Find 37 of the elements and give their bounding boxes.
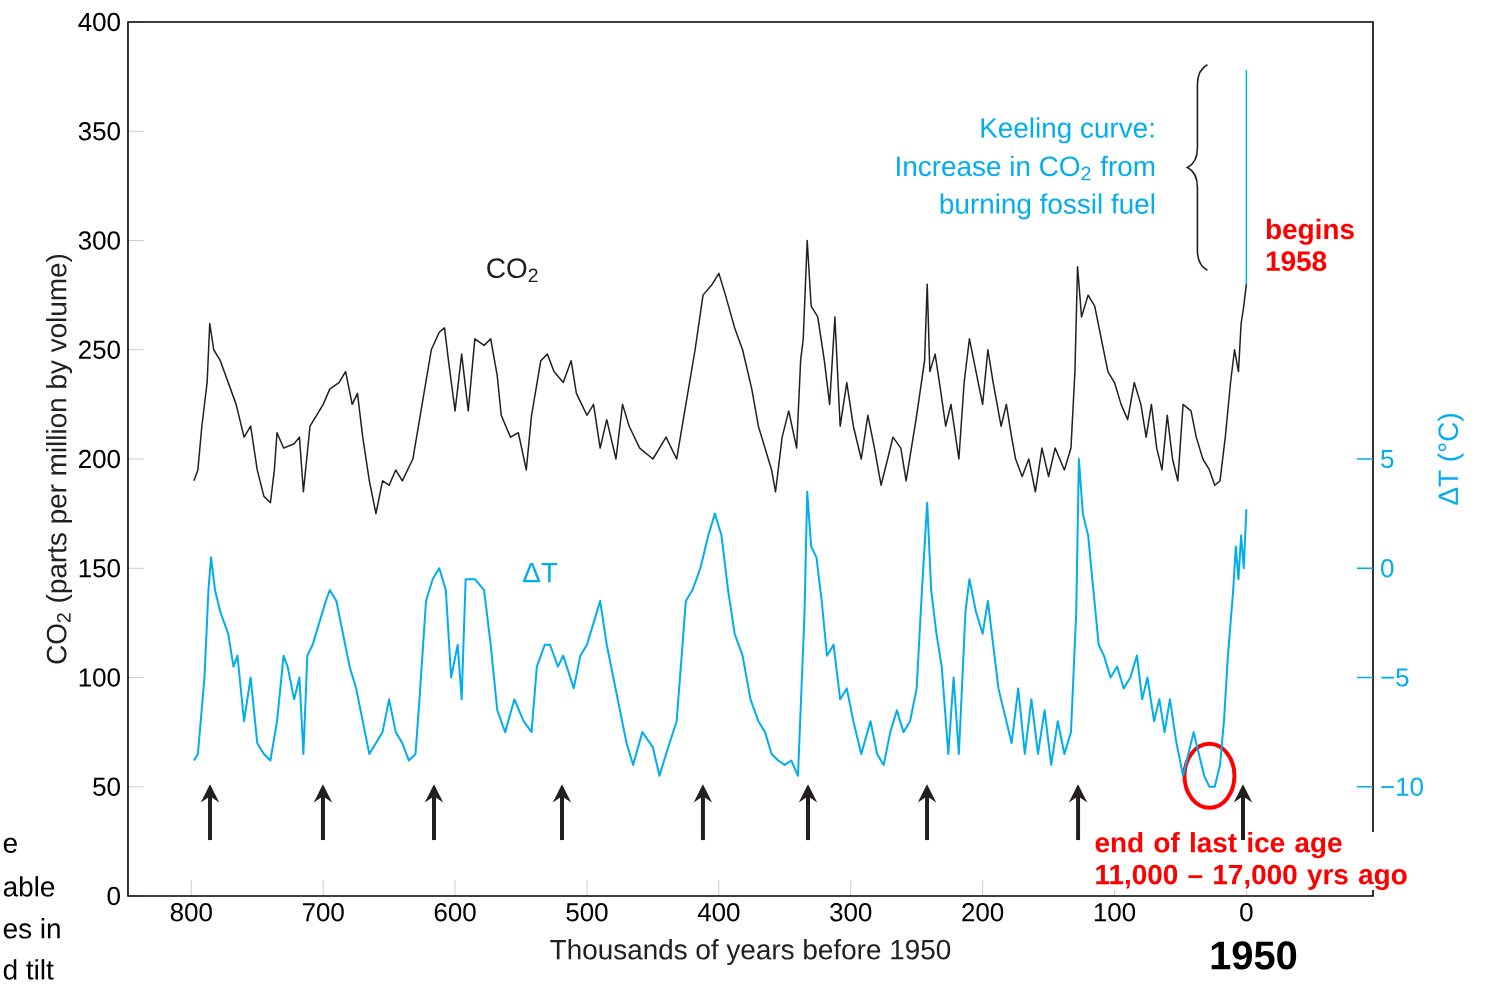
x-tick-label: 800 — [170, 903, 212, 922]
y-tick-label: 300 — [78, 231, 120, 250]
x-tick-label: 400 — [697, 903, 740, 922]
series-label: ΔT — [523, 563, 558, 583]
text: es in — [3, 918, 60, 939]
annotation: burning fossil fuel — [940, 193, 1155, 220]
y2-axis-title: ΔT (°C) — [1437, 414, 1464, 505]
text: d tilt — [3, 959, 54, 980]
annotation: end of last ice age 11,000 – 17,000 yrs ago — [1095, 832, 1407, 891]
x-tick-label: 600 — [434, 903, 476, 922]
annotation: Keeling curve: — [981, 117, 1154, 144]
text: e — [3, 837, 17, 853]
y-tick-label: 0 — [107, 886, 120, 906]
y-tick-label: 150 — [79, 559, 120, 578]
x-axis-title: Thousands of years before 1950 — [550, 939, 951, 966]
x-tick-label: 0 — [1240, 903, 1253, 922]
x-tick-label: 200 — [962, 903, 1004, 922]
x-tick-label: 300 — [830, 903, 872, 922]
y2-tick-label: −5 — [1381, 668, 1409, 687]
y-tick-label: 400 — [78, 12, 120, 32]
y-tick-label: 100 — [79, 668, 120, 687]
y-tick-label: 350 — [78, 122, 120, 141]
annotation: begins 1958 — [1266, 218, 1354, 272]
y-tick-label: 250 — [79, 340, 120, 359]
annotation: Increase in CO$_{2}$ from — [897, 155, 1155, 181]
y2-tick-label: 5 — [1381, 449, 1394, 469]
y2-tick-label: −10 — [1381, 777, 1423, 796]
y-tick-label: 50 — [93, 777, 120, 796]
x-tick-label: 700 — [302, 903, 344, 922]
text: able — [3, 876, 55, 897]
text: 1950 — [1211, 941, 1297, 970]
y-tick-label: 200 — [79, 449, 120, 469]
y-axis-title: CO$_{2}$ (parts per million by volume) — [46, 254, 73, 664]
text: CO$_{2}$ — [487, 258, 538, 283]
x-tick-label: 500 — [566, 903, 608, 922]
y2-tick-label: 0 — [1381, 559, 1394, 578]
x-tick-label: 100 — [1094, 903, 1136, 922]
